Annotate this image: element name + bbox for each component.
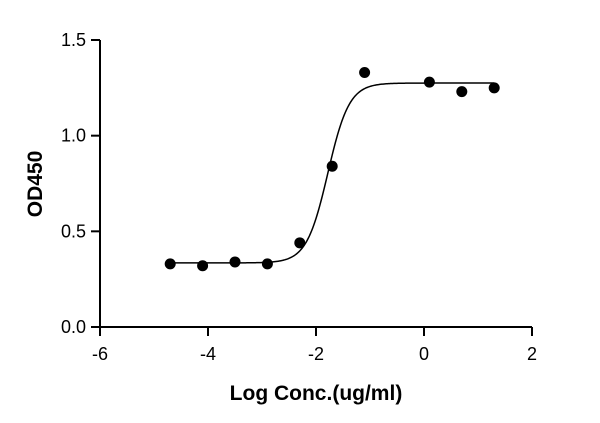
y-tick-label: 1.0 [61,126,86,146]
data-point [261,258,273,270]
x-ticks: -6 -4 -2 0 2 [92,327,537,364]
x-tick-label: 0 [419,344,429,364]
data-point [488,82,500,94]
data-point [294,237,306,249]
data-point [456,86,468,98]
x-tick-label: -2 [308,344,324,364]
data-point [197,260,209,272]
y-tick-label: 1.5 [61,30,86,50]
data-point [326,160,338,172]
data-point [164,258,176,270]
fitted-curve-layer [170,82,495,264]
x-axis-title: Log Conc.(ug/ml) [230,382,403,405]
y-tick-label: 0.5 [61,221,86,241]
data-point [423,76,435,88]
y-ticks: 0.0 0.5 1.0 1.5 [61,30,100,337]
fitted-curve [170,82,495,264]
x-tick-label: -6 [92,344,108,364]
y-axis-title: OD450 [24,151,47,218]
x-tick-label: 2 [527,344,537,364]
y-tick-label: 0.0 [61,317,86,337]
data-points-layer [164,67,500,272]
x-tick-label: -4 [200,344,216,364]
data-point [229,256,241,268]
data-point [359,67,371,79]
